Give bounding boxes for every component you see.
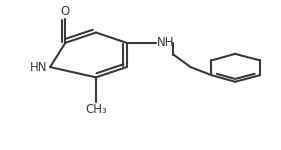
Text: NH: NH bbox=[157, 36, 175, 49]
Text: CH₃: CH₃ bbox=[85, 103, 107, 116]
Text: O: O bbox=[61, 5, 70, 18]
Text: HN: HN bbox=[30, 61, 48, 74]
